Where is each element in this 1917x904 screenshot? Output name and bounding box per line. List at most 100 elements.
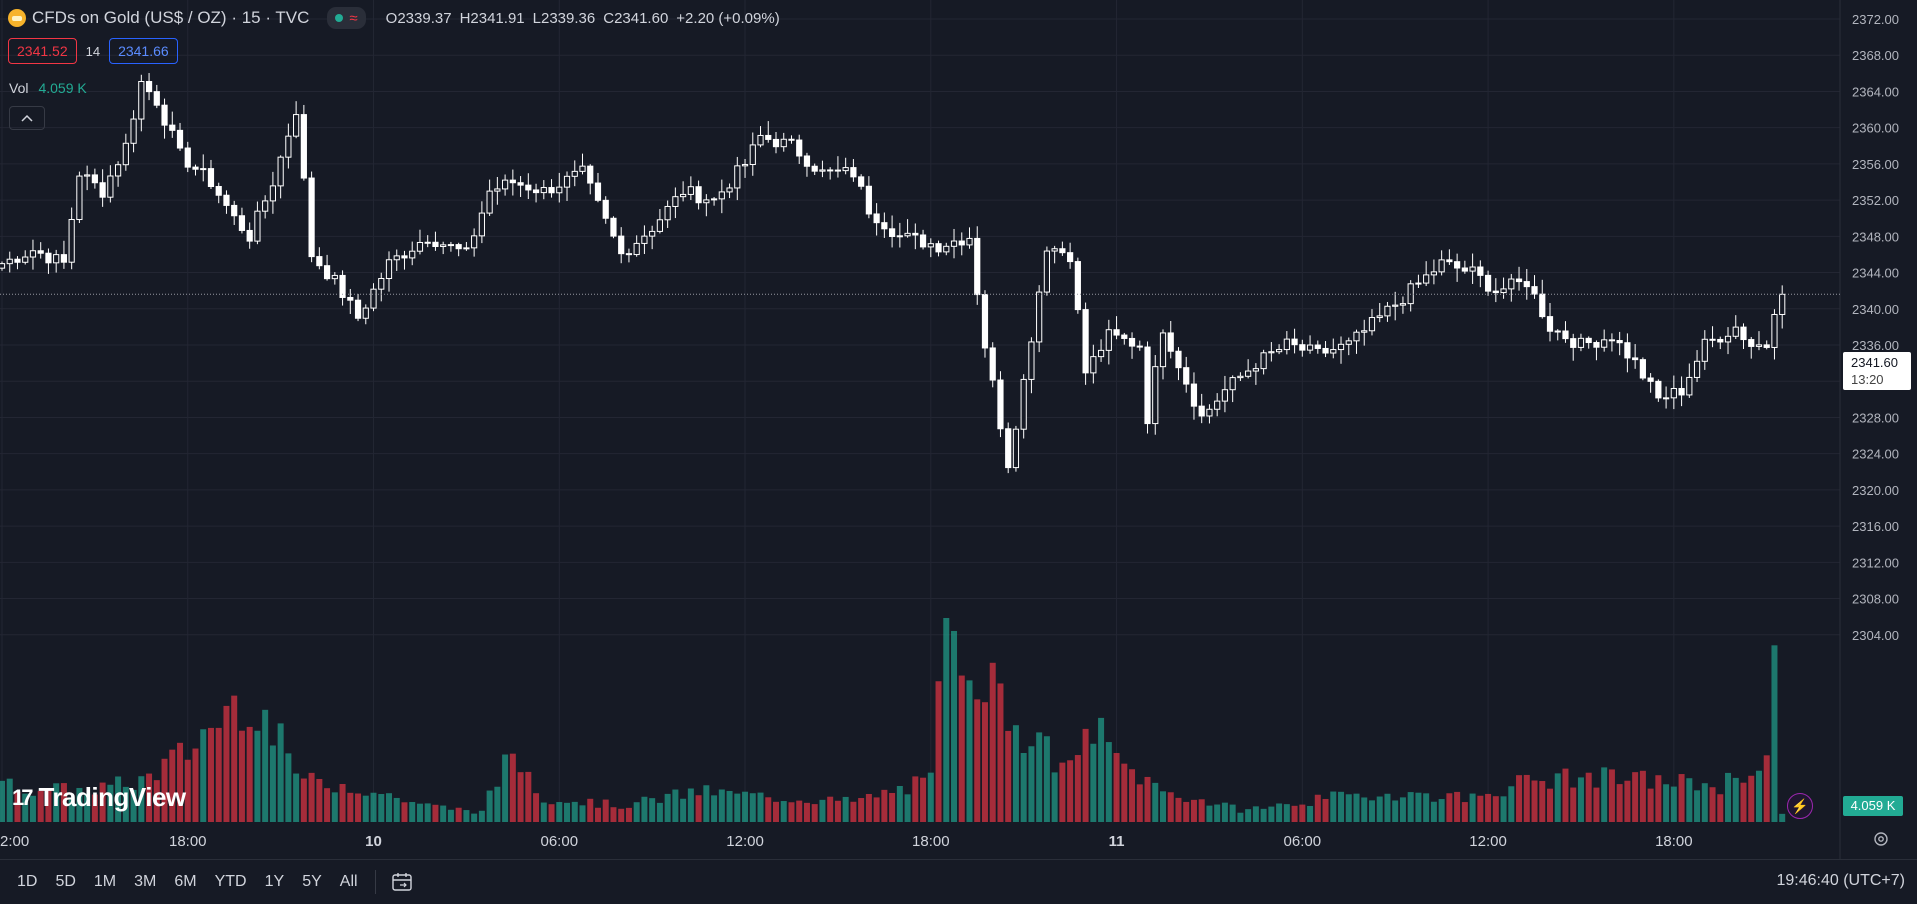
volume-bar-up <box>1686 778 1693 822</box>
candles <box>0 73 1786 474</box>
volume-bar-up <box>1237 812 1244 822</box>
candle-down <box>1167 332 1174 352</box>
volume-bar-down <box>827 796 834 822</box>
candle-up <box>1276 349 1283 353</box>
volume-bar-down <box>238 730 245 822</box>
candle-down <box>1461 267 1468 272</box>
volume-bar-up <box>393 797 400 822</box>
volume-bar-up <box>842 796 849 822</box>
candle-down <box>1585 337 1592 344</box>
lightning-icon[interactable]: ⚡ <box>1787 793 1813 819</box>
time-tick-label: 11 <box>1109 833 1125 850</box>
volume-bar-up <box>29 795 36 822</box>
volume-bar-up <box>386 793 392 822</box>
price-tick-label: 2324.00 <box>1852 447 1899 462</box>
time-tick-label: 18:00 <box>169 833 207 850</box>
price-tick-label: 2336.00 <box>1852 338 1899 353</box>
candle-up <box>1508 278 1515 290</box>
last-price-value: 2341.60 <box>1851 355 1898 370</box>
volume-bar-up <box>1260 808 1267 822</box>
volume-bar-up <box>564 802 571 822</box>
volume-bar-up <box>1368 800 1375 822</box>
range-5d-button[interactable]: 5D <box>55 873 76 890</box>
candle-down <box>1616 340 1623 344</box>
candle-up <box>687 186 694 195</box>
volume-bar-down <box>625 807 632 822</box>
settings-gear-icon[interactable] <box>1872 830 1890 848</box>
candle-down <box>765 134 772 140</box>
candle-up <box>393 255 400 261</box>
candle-up <box>641 235 648 244</box>
candle-up <box>1500 288 1507 294</box>
volume-bar-up <box>1779 813 1786 822</box>
collapse-legend-button[interactable] <box>9 106 45 130</box>
candle-up <box>1771 313 1778 348</box>
volume-bar-up <box>718 789 725 822</box>
volume-bar-down <box>432 804 439 822</box>
ohlc-high-value: 2341.91 <box>470 9 525 27</box>
volume-bar-down <box>324 788 331 822</box>
candle-up <box>579 165 586 172</box>
candle-up <box>1353 331 1360 342</box>
volume-bar-down <box>91 794 98 822</box>
candle-down <box>1074 261 1081 311</box>
candle-down <box>625 253 633 256</box>
volume-bar-up <box>1152 782 1159 822</box>
market-status-pill[interactable]: ≈ <box>327 7 366 29</box>
volume-bar-up <box>362 795 369 822</box>
candle-down <box>1492 290 1499 294</box>
candle-down <box>145 81 153 93</box>
candle-down <box>1291 338 1298 346</box>
volume-bar-up <box>641 796 648 822</box>
ohlc-open-value: 2339.37 <box>397 9 452 27</box>
volume-bar-down <box>99 782 106 822</box>
volume-bar-up <box>1105 742 1112 822</box>
candle-up <box>780 138 787 148</box>
buy-price-button[interactable]: 2341.66 <box>109 38 178 64</box>
range-5y-button[interactable]: 5Y <box>302 873 322 890</box>
symbol-title[interactable]: CFDs on Gold (US$ / OZ) · 15 · TVC <box>32 8 310 27</box>
volume-bar-up <box>254 730 261 822</box>
range-1y-button[interactable]: 1Y <box>264 873 285 890</box>
range-3m-button[interactable]: 3M <box>134 873 157 890</box>
volume-bar-down <box>1136 784 1143 822</box>
volume-label[interactable]: Vol <box>9 80 29 96</box>
candle-down <box>695 186 702 204</box>
candle-up <box>285 135 292 158</box>
session-clock[interactable]: 19:46:40 (UTC+7) <box>1776 872 1905 889</box>
bottom-toolbar: 1D 5D 1M 3M 6M YTD 1Y 5Y All 19:46:40 (U… <box>0 859 1917 904</box>
candle-up <box>1361 330 1368 333</box>
candle-up <box>540 187 547 194</box>
candle-up <box>1012 428 1020 469</box>
bar-countdown: 13:20 <box>1851 372 1884 387</box>
sell-price-button[interactable]: 2341.52 <box>8 38 77 64</box>
volume-bar-up <box>262 709 269 822</box>
volume-bar-up <box>1438 799 1445 822</box>
volume-bar-up <box>0 780 5 822</box>
range-all-button[interactable]: All <box>339 873 358 890</box>
volume-bar-down <box>1562 768 1569 822</box>
candle-down <box>788 138 795 141</box>
calendar-range-icon[interactable] <box>390 871 416 893</box>
ohlc-open-key: O <box>385 9 398 27</box>
volume-bar-up <box>1361 797 1368 822</box>
symbol-legend: CFDs on Gold (US$ / OZ) · 15 · TVC ≈ O23… <box>8 6 780 30</box>
range-6m-button[interactable]: 6M <box>174 873 197 890</box>
range-ytd-button[interactable]: YTD <box>214 873 247 890</box>
data-delay-icon: ≈ <box>349 9 358 27</box>
volume-bar-down <box>1608 769 1615 822</box>
candle-down <box>1717 338 1724 343</box>
volume-bar-down <box>1477 795 1484 822</box>
volume-bar-up <box>1252 806 1259 822</box>
volume-bar-up <box>1028 746 1035 822</box>
volume-bar-up <box>943 618 950 822</box>
candle-down <box>594 182 602 201</box>
volume-bar-down <box>765 797 772 822</box>
range-1d-button[interactable]: 1D <box>17 873 38 890</box>
candle-up <box>649 230 656 237</box>
range-1m-button[interactable]: 1M <box>93 873 117 890</box>
candle-down <box>1059 248 1066 254</box>
candle-up <box>22 256 29 263</box>
time-tick-label: 06:00 <box>1284 833 1322 850</box>
